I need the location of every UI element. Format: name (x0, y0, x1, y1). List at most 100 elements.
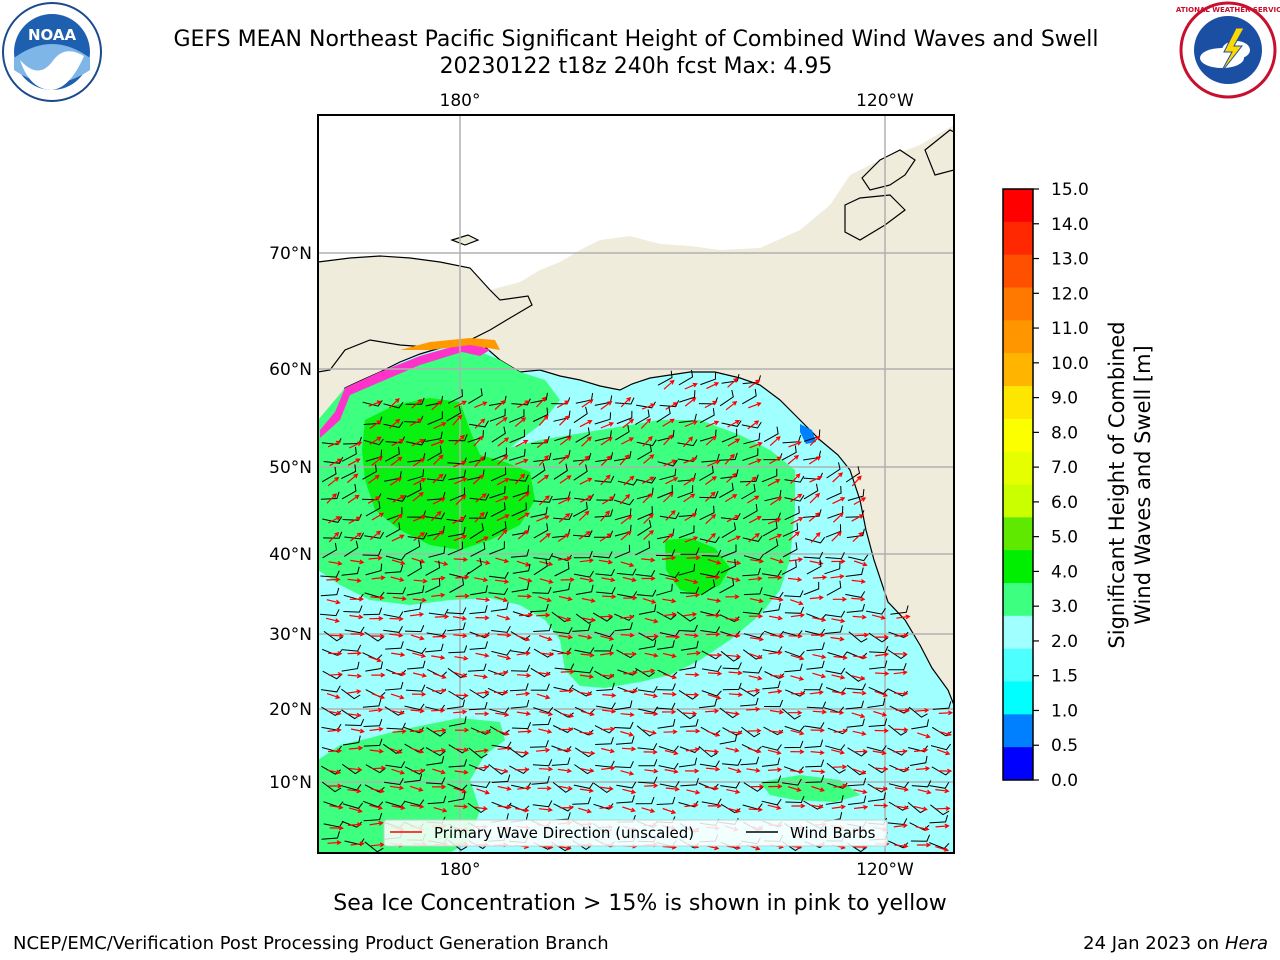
wave-arrow (411, 691, 427, 697)
wave-arrow (707, 671, 723, 676)
wind-barb (344, 540, 359, 557)
wave-arrow (726, 472, 738, 483)
wave-arrow (620, 770, 635, 776)
wind-barb (363, 718, 383, 727)
wind-barb (425, 777, 446, 785)
wind-barb (593, 530, 614, 538)
colorbar-title-line1: Significant Height of Combined (1105, 321, 1129, 649)
wind-barb (784, 650, 805, 658)
wave-arrow (347, 788, 362, 794)
wind-barb (592, 551, 613, 559)
wave-arrow (895, 708, 910, 714)
wave-arrow (664, 768, 679, 774)
wave-arrow (831, 674, 846, 680)
colorbar-tick-label: 9.0 (1051, 389, 1078, 409)
wind-barb (742, 503, 758, 520)
wind-barb (826, 580, 842, 596)
wave-arrow (938, 710, 954, 716)
wave-arrow (600, 474, 611, 486)
wind-barb (425, 512, 446, 520)
wave-arrow (787, 786, 802, 792)
wave-arrow (894, 843, 909, 849)
wind-barb (698, 782, 719, 790)
wave-arrow (369, 616, 384, 622)
wave-arrow (896, 614, 911, 620)
wave-arrow (578, 510, 590, 521)
lat-label-10n: 10°N (269, 773, 312, 793)
wave-arrow (350, 559, 365, 565)
wind-barb (510, 631, 531, 641)
wave-arrow (746, 767, 761, 773)
wave-arrow (684, 397, 697, 407)
wind-barb (364, 531, 385, 539)
wave-arrow (538, 596, 552, 603)
wind-barb (407, 532, 428, 540)
wind-barb (762, 775, 782, 784)
colorbar-swatch (1003, 681, 1033, 715)
wave-arrow (600, 422, 615, 429)
wave-arrow (578, 807, 592, 814)
wind-barb (407, 469, 425, 482)
wave-arrow (515, 767, 530, 773)
wind-barb (677, 485, 694, 499)
wind-barb (532, 759, 553, 767)
colorbar-swatch (1003, 517, 1033, 551)
wave-arrow (852, 531, 864, 543)
wave-arrow (768, 533, 783, 541)
wind-barb (468, 511, 488, 519)
wind-barb (848, 631, 868, 643)
wind-barb (344, 718, 365, 727)
wave-arrow (663, 673, 678, 680)
wave-arrow (413, 478, 427, 486)
wave-arrow (409, 418, 423, 427)
arctic-island (924, 129, 954, 176)
wave-arrow (475, 536, 489, 544)
wave-arrow (935, 788, 950, 794)
wind-barb (553, 708, 574, 718)
colorbar-tick-label: 3.0 (1051, 597, 1078, 617)
wave-arrow (517, 512, 530, 521)
wind-barb (848, 554, 869, 562)
wind-barb (803, 509, 822, 518)
wave-arrow (833, 655, 848, 660)
wave-arrow (326, 599, 341, 605)
colorbar-tick-label: 5.0 (1051, 528, 1078, 548)
wind-barb (386, 495, 407, 502)
wind-barb (531, 435, 550, 445)
wind-barb (659, 468, 677, 481)
wave-arrow (685, 592, 701, 598)
wind-barb (677, 439, 698, 447)
wave-arrow (473, 806, 489, 811)
wave-arrow (705, 513, 717, 525)
wave-arrow (643, 693, 659, 699)
wind-barb (782, 778, 802, 786)
wind-barb (868, 718, 888, 727)
wave-arrow (412, 652, 427, 658)
wave-arrow (705, 435, 717, 446)
wind-barb (698, 698, 718, 709)
colorbar-tick-label: 0.5 (1051, 736, 1078, 756)
wind-barb (657, 370, 673, 386)
wave-arrow (769, 709, 785, 715)
wind-barb (344, 838, 365, 846)
wave-arrow (371, 575, 386, 581)
wave-arrow (432, 473, 444, 484)
wave-arrow (831, 804, 846, 810)
wind-barb (490, 467, 507, 482)
wind-barb (678, 624, 698, 632)
wave-arrow (662, 598, 677, 604)
wind-barb (699, 536, 720, 544)
colorbar-swatch (1003, 221, 1033, 256)
wave-arrow (474, 511, 485, 523)
wind-barb (616, 410, 633, 425)
wind-barb (403, 726, 425, 734)
wave-arrow (600, 510, 611, 522)
wave-arrow (831, 531, 842, 542)
wind-barb (784, 590, 804, 598)
wave-arrow (641, 668, 656, 674)
wind-barb (553, 410, 571, 422)
wind-barb (596, 587, 616, 595)
wind-barb (467, 663, 487, 672)
wind-barb (847, 489, 865, 501)
wind-barb (407, 561, 422, 577)
